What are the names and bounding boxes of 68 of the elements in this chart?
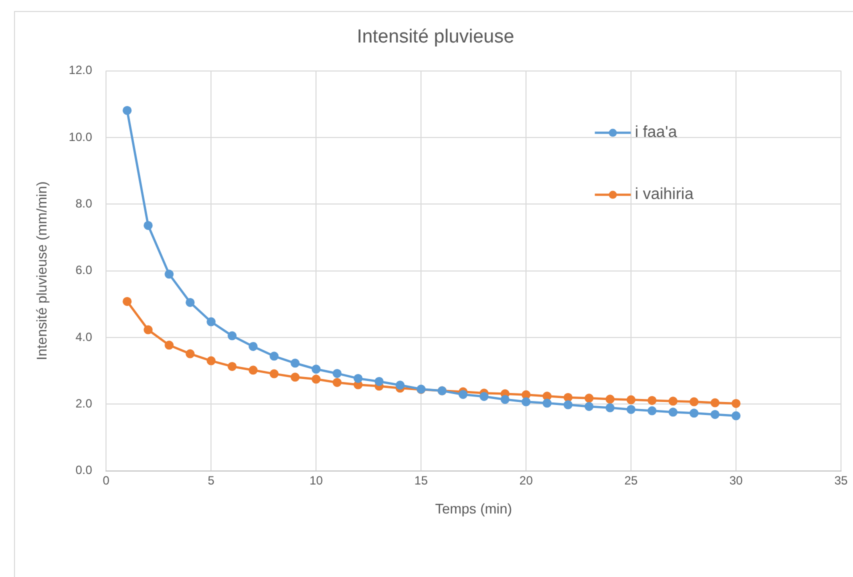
point — [458, 390, 468, 399]
point — [270, 369, 279, 378]
point — [228, 331, 237, 340]
x-tick-label: 35 — [834, 473, 848, 488]
point — [248, 342, 258, 351]
point — [332, 378, 342, 387]
chart-title: Intensité pluvieuse — [356, 26, 514, 48]
point — [710, 410, 720, 419]
point — [480, 392, 489, 401]
point — [312, 374, 321, 384]
x-tick-label: 20 — [519, 473, 534, 488]
x-tick-label: 25 — [624, 473, 638, 488]
point — [584, 394, 594, 403]
legend-label: i vaihiria — [634, 186, 694, 204]
point — [500, 394, 510, 404]
point — [710, 398, 720, 408]
point — [332, 368, 342, 378]
y-tick-label: 12.0 — [68, 63, 92, 78]
x-tick-label: 15 — [414, 473, 428, 488]
point — [206, 317, 216, 326]
point — [290, 372, 300, 382]
x-tick-label: 5 — [208, 473, 215, 488]
point — [732, 411, 741, 420]
point — [606, 394, 615, 404]
point — [606, 403, 615, 412]
point — [396, 380, 405, 390]
y-tick-label: 4.0 — [75, 330, 92, 344]
y-tick-label: 0.0 — [75, 463, 92, 478]
point — [690, 397, 699, 406]
point — [228, 362, 237, 371]
point — [668, 408, 678, 417]
point — [732, 398, 741, 408]
point — [270, 352, 279, 361]
legend-label: i faa'a — [634, 124, 678, 142]
point — [564, 392, 573, 402]
point — [186, 298, 195, 307]
point — [164, 340, 174, 350]
point — [290, 358, 300, 368]
point — [668, 396, 678, 406]
point — [690, 408, 699, 418]
point — [626, 395, 636, 404]
point — [648, 406, 657, 416]
point — [542, 398, 552, 408]
y-tick-label: 8.0 — [75, 196, 92, 210]
x-tick-label: 0 — [102, 473, 110, 488]
point — [374, 376, 384, 386]
point — [248, 366, 258, 375]
point — [144, 220, 153, 230]
point — [312, 364, 321, 374]
y-axis-title: Intensité pluvieuse (mm/min) — [33, 181, 50, 360]
point — [648, 396, 657, 405]
y-tick-label: 6.0 — [75, 263, 92, 278]
y-tick-label: 10.0 — [68, 130, 92, 144]
point — [122, 106, 132, 115]
point — [186, 349, 195, 358]
point — [626, 404, 636, 414]
point — [522, 397, 531, 406]
y-tick-label: 2.0 — [75, 396, 92, 410]
x-tick-label: 10 — [309, 473, 324, 488]
point — [144, 325, 153, 334]
point — [584, 402, 594, 411]
point — [206, 356, 216, 366]
x-tick-label: 30 — [729, 473, 744, 488]
point — [564, 400, 573, 410]
point — [164, 270, 174, 279]
point — [122, 296, 132, 306]
point — [354, 374, 363, 383]
x-axis-title: Temps (min) — [435, 500, 512, 516]
